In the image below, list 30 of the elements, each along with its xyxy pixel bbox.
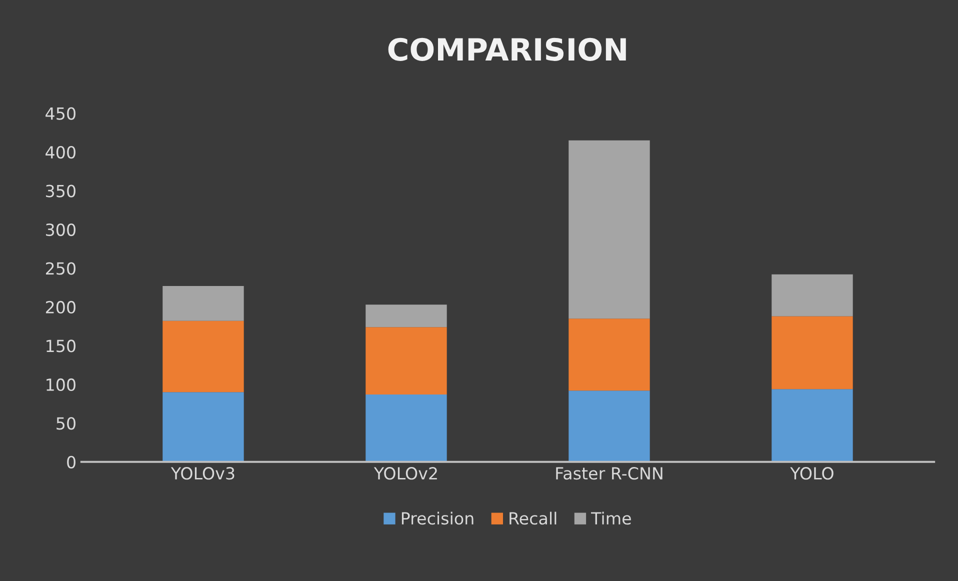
x-tick-label: YOLO [790, 467, 834, 480]
bar [772, 316, 853, 390]
y-tick-label: 450 [46, 107, 76, 120]
y-tick-label: 0 [67, 456, 76, 468]
bar [162, 320, 244, 392]
chart-title: COMPARISION [388, 38, 626, 61]
legend-label: Time [591, 512, 631, 525]
legend-label: Recall [510, 512, 556, 525]
x-tick-label: YOLOv3 [170, 467, 234, 480]
y-tick-label: 150 [46, 340, 76, 352]
bar [162, 392, 244, 462]
bar [162, 286, 244, 321]
bar [568, 318, 650, 391]
y-tick-label: 250 [46, 262, 76, 275]
y-tick-label: 200 [46, 300, 76, 314]
y-tick-label: 350 [46, 184, 76, 198]
bar [366, 304, 447, 328]
bar [366, 327, 447, 394]
y-tick-label: 400 [46, 146, 76, 159]
y-tick-label: 50 [56, 417, 76, 430]
bar [772, 274, 853, 316]
y-tick-label: 100 [46, 378, 76, 391]
bar [772, 389, 853, 462]
bar [568, 390, 650, 462]
legend-label: Precision [402, 512, 474, 525]
y-tick-label: 300 [46, 223, 76, 236]
x-tick-label: Faster R-CNN [556, 467, 662, 480]
bar [568, 140, 650, 319]
bar [366, 394, 447, 462]
x-tick-label: YOLOv2 [374, 467, 437, 480]
